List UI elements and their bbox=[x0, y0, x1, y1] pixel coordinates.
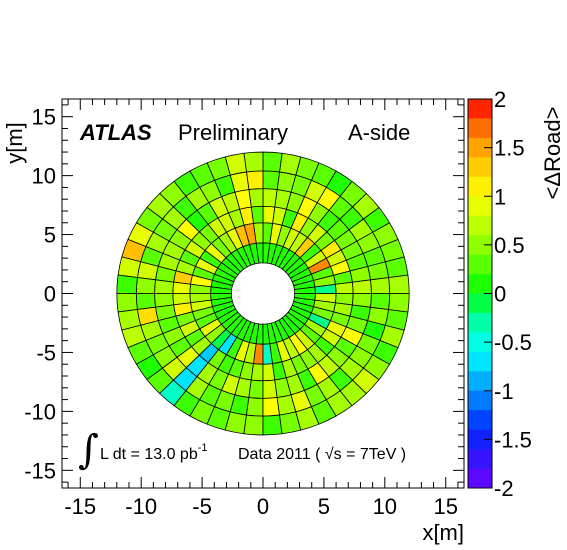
heatmap-cell bbox=[248, 379, 264, 399]
colorbar-tick-label: 2 bbox=[494, 87, 506, 112]
colorbar-band bbox=[468, 137, 492, 158]
heatmap-cell bbox=[243, 151, 264, 173]
colorbar-tick-label: 1.5 bbox=[494, 136, 525, 161]
colorbar-tick-label: 0 bbox=[494, 282, 506, 307]
y-tick-label: 15 bbox=[32, 105, 56, 130]
colorbar-band bbox=[468, 390, 492, 411]
colorbar-band bbox=[468, 157, 492, 178]
x-tick-label: 0 bbox=[257, 494, 269, 519]
colorbar-band bbox=[468, 351, 492, 372]
colorbar-band bbox=[468, 449, 492, 469]
heatmap-cell bbox=[116, 293, 138, 313]
colorbar-band bbox=[468, 196, 492, 216]
colorbar-band bbox=[468, 410, 492, 430]
x-tick-label: 15 bbox=[433, 494, 457, 519]
heatmap-cell bbox=[135, 293, 156, 310]
y-tick-label: 5 bbox=[44, 223, 56, 248]
y-tick-label: -10 bbox=[24, 399, 56, 424]
dataset-label: Data 2011 ( √s = 7TeV ) bbox=[238, 446, 406, 463]
colorbar-tick-label: -1 bbox=[494, 379, 514, 404]
side-label: A-side bbox=[348, 120, 410, 145]
x-tick-label: -15 bbox=[64, 494, 96, 519]
heatmap-cell bbox=[370, 293, 391, 310]
colorbar-band bbox=[468, 215, 492, 236]
heatmap-cell bbox=[262, 170, 280, 190]
colorbar-band bbox=[468, 235, 492, 255]
energy-text: s = 7TeV ) bbox=[334, 446, 406, 463]
colorbar-band bbox=[468, 176, 492, 197]
heatmap-cell bbox=[246, 170, 264, 190]
colorbar-tick-label: 0.5 bbox=[494, 233, 525, 258]
colorbar-band bbox=[468, 274, 492, 294]
y-tick-label: -5 bbox=[36, 340, 56, 365]
colorbar-band bbox=[468, 312, 492, 333]
heatmap-cell bbox=[116, 274, 138, 294]
y-axis-label: y[m] bbox=[2, 122, 27, 164]
luminosity-text: L dt = 13.0 pb bbox=[100, 446, 198, 463]
colorbar-band bbox=[468, 429, 492, 450]
x-tick-label: -5 bbox=[192, 494, 212, 519]
integral-symbol: ∫ bbox=[78, 427, 99, 473]
y-tick-label: 10 bbox=[32, 164, 56, 189]
atlas-logo-text: ATLAS bbox=[79, 120, 152, 145]
luminosity-exponent: -1 bbox=[198, 442, 208, 454]
heatmap-cell bbox=[154, 279, 175, 294]
heatmap-cell bbox=[370, 277, 391, 294]
heatmap-cell bbox=[262, 397, 280, 417]
luminosity-label: L dt = 13.0 pb-1 bbox=[100, 442, 208, 463]
colorbar-band bbox=[468, 118, 492, 139]
heatmap-cell bbox=[250, 363, 264, 382]
heatmap-cell bbox=[262, 414, 283, 436]
y-axis: -15 -10 -5 0 5 10 15 bbox=[24, 104, 464, 483]
heatmap-cell bbox=[262, 188, 278, 208]
x-tick-label: 5 bbox=[318, 494, 330, 519]
y-tick-label: -15 bbox=[24, 458, 56, 483]
colorbar-band bbox=[468, 254, 492, 275]
color-scale: 2 1.5 1 0.5 0 -0.5 -1 -1.5 -2 bbox=[467, 87, 532, 501]
sqrt-symbol: √ bbox=[325, 446, 334, 463]
heatmap-cell bbox=[262, 151, 283, 173]
x-axis: -15 -10 -5 0 5 10 15 bbox=[64, 99, 459, 519]
dataset-text: Data 2011 ( bbox=[238, 446, 325, 463]
x-axis-label: x[m] bbox=[422, 520, 464, 545]
colorbar-band bbox=[468, 371, 492, 392]
heatmap-cell bbox=[335, 293, 354, 306]
preliminary-label: Preliminary bbox=[178, 120, 288, 145]
colorbar-tick-label: -1.5 bbox=[494, 427, 532, 452]
heatmap-cell bbox=[388, 274, 410, 294]
heatmap-cell bbox=[243, 414, 264, 436]
heatmap-cell bbox=[172, 281, 191, 294]
colorbar-band bbox=[468, 293, 492, 314]
colorbar-band bbox=[468, 468, 492, 489]
heatmap-cell bbox=[246, 397, 264, 417]
x-tick-label: -10 bbox=[125, 494, 157, 519]
heatmap-cell bbox=[135, 277, 156, 294]
heatmap-cell bbox=[388, 293, 410, 313]
heatmap-cells bbox=[116, 151, 410, 436]
colorbar-band bbox=[468, 99, 492, 119]
colorbar-tick-label: -0.5 bbox=[494, 330, 532, 355]
colorbar-band bbox=[468, 332, 492, 353]
y-tick-label: 0 bbox=[44, 282, 56, 307]
colorbar-tick-label: -2 bbox=[494, 476, 514, 501]
heatmap-cell bbox=[351, 293, 372, 308]
colorbar-label: <ΔRoad> bbox=[540, 107, 565, 200]
x-tick-label: 10 bbox=[373, 494, 397, 519]
heatmap-cell bbox=[262, 205, 276, 224]
colorbar-tick-label: 1 bbox=[494, 184, 506, 209]
